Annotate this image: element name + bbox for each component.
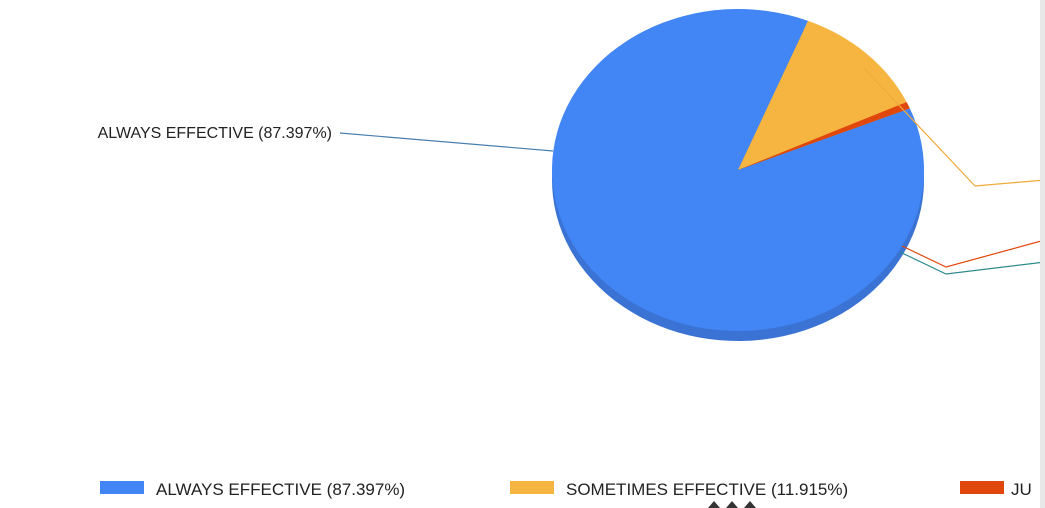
scrollbar-track[interactable] [1040,0,1045,508]
callout-leader-offscreen [899,251,1045,275]
callout-labels: ALWAYS EFFECTIVE (87.397%) [98,125,332,142]
legend-swatch-sometimes-effective [510,481,554,494]
legend-prev-page-arrow-icon[interactable] [708,501,720,508]
legend-next-page-arrow-icon[interactable] [744,501,756,508]
pie-slice-always-effective[interactable] [552,8,925,331]
legend-item-sometimes-effective[interactable]: SOMETIMES EFFECTIVE (11.915%) [510,480,848,499]
callout-label-always-effective: ALWAYS EFFECTIVE (87.397%) [98,125,332,142]
callout-leader-always-effective [339,132,554,152]
callout-leader-ju [901,239,1045,268]
pie-slices [552,8,925,331]
legend-label-always-effective: ALWAYS EFFECTIVE (87.397%) [156,480,405,499]
legend-page-indicator[interactable] [708,501,756,508]
pie-slice-ju[interactable] [738,102,910,170]
legend-page-dot-icon [726,501,738,508]
legend-label-sometimes-effective: SOMETIMES EFFECTIVE (11.915%) [566,480,848,499]
legend-item-always-effective[interactable]: ALWAYS EFFECTIVE (87.397%) [100,480,405,499]
legend: ALWAYS EFFECTIVE (87.397%) SOMETIMES EFF… [100,480,1032,499]
legend-swatch-ju [960,481,1004,494]
callout-leader-sometimes-effective [863,67,1045,187]
pie-slice-sometimes-effective[interactable] [738,20,907,171]
legend-item-ju[interactable]: JU [960,480,1032,499]
callout-leaders [339,67,1045,275]
legend-swatch-always-effective [100,481,144,494]
legend-label-ju: JU [1011,480,1032,499]
